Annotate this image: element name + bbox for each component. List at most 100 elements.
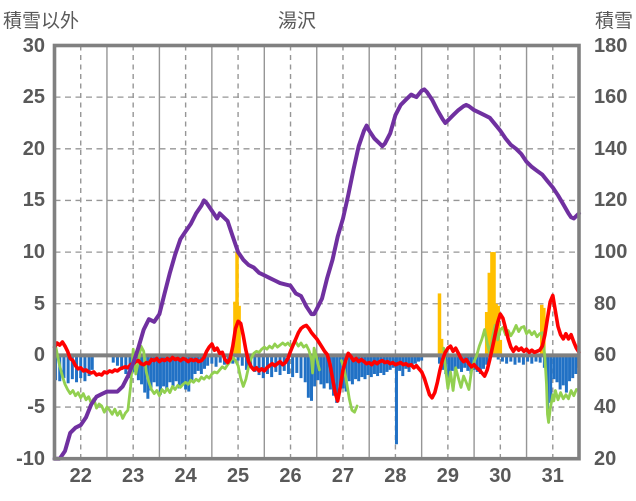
hourly-bar — [149, 355, 153, 391]
hourly-bar — [509, 355, 513, 362]
snow-depth-series — [52, 87, 581, 461]
left-axis-tick-label: 5 — [33, 292, 45, 315]
hourly-bar — [286, 355, 290, 374]
hourly-bar — [70, 355, 74, 380]
hourly-bar — [193, 355, 197, 374]
hourly-bar — [62, 355, 66, 379]
hourly-bar — [158, 355, 162, 395]
hourly-bar — [214, 355, 218, 367]
hourly-bar — [564, 355, 568, 393]
hourly-bar — [325, 355, 329, 384]
hourly-bar — [83, 355, 87, 382]
hourly-bar — [357, 355, 361, 382]
hourly-bar — [460, 355, 464, 372]
precip-bar — [237, 305, 241, 356]
hourly-bar — [478, 355, 482, 374]
right-axis-tick-label: 160 — [594, 86, 628, 109]
hourly-bar — [152, 355, 156, 383]
hourly-bar — [450, 355, 454, 371]
chart-title: 湯沢 — [277, 11, 316, 32]
hourly-bar — [171, 355, 175, 387]
right-axis-tick-label: 40 — [594, 396, 617, 419]
hourly-bar — [265, 355, 269, 374]
hourly-bar — [87, 355, 91, 377]
hourly-bar — [513, 355, 517, 365]
left-axis-tick-label: 0 — [33, 344, 45, 367]
hourly-bar — [538, 355, 542, 363]
hourly-bar — [485, 355, 489, 365]
hourly-bar — [244, 355, 248, 370]
hourly-bar — [115, 355, 119, 366]
hourly-bar — [236, 355, 240, 361]
hourly-bar — [500, 355, 504, 362]
precip-bar — [496, 305, 500, 356]
precip-bar — [437, 293, 442, 356]
x-axis-tick-label: 30 — [489, 465, 512, 487]
hourly-bar — [278, 355, 282, 376]
hourly-bar — [190, 355, 194, 381]
hourly-bar — [90, 355, 94, 370]
hourly-bar — [549, 355, 553, 403]
hourly-bar — [253, 355, 257, 372]
left-axis-tick-label: 20 — [22, 137, 45, 160]
hourly-bar — [530, 355, 534, 364]
hourly-bar — [168, 355, 172, 383]
x-axis-tick-label: 24 — [174, 465, 197, 487]
hourly-bar — [143, 355, 147, 393]
hourly-bar — [505, 355, 509, 364]
left-axis-title: 積雪以外 — [3, 11, 80, 32]
left-axis-tick-label: -10 — [16, 447, 45, 470]
hourly-bar — [111, 355, 115, 363]
hourly-bar — [382, 355, 386, 376]
hourly-bar — [187, 355, 191, 392]
hourly-bar — [475, 355, 479, 372]
x-axis-tick-label: 27 — [331, 465, 355, 487]
red-line-series — [52, 293, 581, 403]
hourly-bar — [521, 355, 525, 365]
hourly-bar — [517, 355, 521, 363]
hourly-bar — [376, 355, 380, 377]
hourly-bar — [447, 355, 451, 379]
hourly-bar — [319, 355, 323, 385]
hourly-bar — [240, 355, 244, 366]
hourly-bar — [303, 355, 307, 383]
hourly-bar — [347, 355, 351, 382]
hourly-bar — [124, 355, 128, 374]
hourly-bar — [257, 355, 261, 376]
hourly-bar — [313, 355, 317, 387]
hourly-bar — [561, 355, 565, 386]
green-line-series — [53, 339, 321, 420]
right-axis-tick-label: 60 — [594, 344, 617, 367]
hourly-bar — [210, 355, 214, 364]
hourly-bar — [199, 355, 203, 374]
precip-bar — [492, 252, 496, 356]
green-line-series — [442, 324, 581, 424]
left-axis-tick-label: 30 — [22, 34, 45, 57]
hourly-bar — [366, 355, 370, 376]
hourly-bar — [206, 355, 210, 366]
hourly-bar — [177, 355, 181, 389]
hourly-bar — [552, 355, 556, 380]
hourly-bar — [555, 355, 559, 383]
hourly-bar — [66, 355, 70, 384]
hourly-bar — [413, 355, 417, 364]
left-axis-tick-label: -5 — [27, 396, 45, 419]
hourly-bar — [165, 355, 169, 390]
hourly-bar — [350, 355, 354, 385]
right-axis-tick-label: 100 — [594, 241, 628, 264]
hourly-bar — [218, 355, 222, 363]
hourly-bar — [437, 355, 441, 364]
hourly-bar — [120, 355, 124, 370]
right-axis-tick-label: 20 — [594, 447, 617, 470]
hourly-bar — [558, 355, 562, 390]
hourly-bar — [574, 355, 578, 374]
hourly-bar — [410, 355, 414, 366]
hourly-bar — [354, 355, 358, 380]
right-axis-tick-label: 80 — [594, 292, 617, 315]
hourly-bar — [363, 355, 367, 380]
hourly-bar — [203, 355, 207, 369]
hourly-bar — [180, 355, 184, 385]
hourly-bar — [534, 355, 538, 362]
x-axis-tick-label: 26 — [279, 465, 302, 487]
